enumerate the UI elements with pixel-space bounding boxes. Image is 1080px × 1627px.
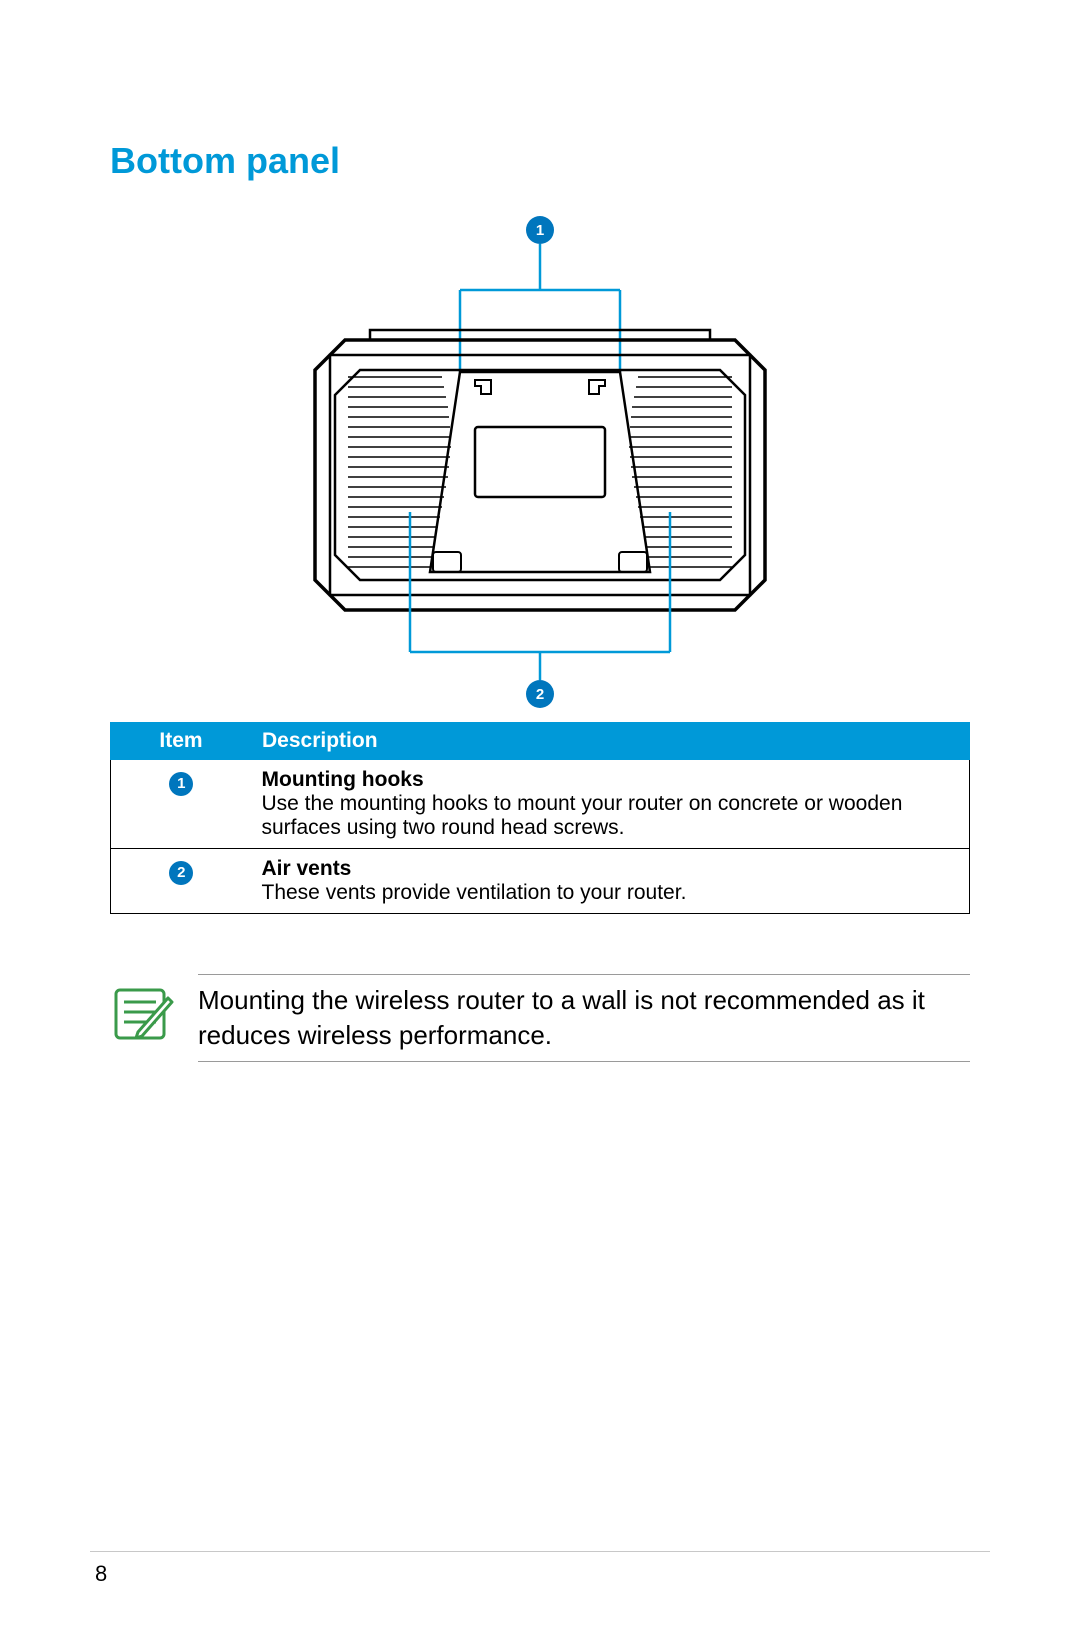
note-text: Mounting the wireless router to a wall i… [198, 974, 970, 1062]
table-row: 2 Air vents These vents provide ventilat… [111, 849, 970, 914]
description-table: Item Description 1 Mounting hooks Use th… [110, 722, 970, 914]
page-title: Bottom panel [110, 140, 970, 182]
row-badge-1: 1 [169, 772, 193, 796]
page-number: 8 [95, 1561, 107, 1587]
note-icon [110, 984, 174, 1048]
row-body-1: Use the mounting hooks to mount your rou… [262, 792, 903, 839]
bottom-panel-diagram: 1 [230, 212, 850, 712]
table-row: 1 Mounting hooks Use the mounting hooks … [111, 760, 970, 849]
note-block: Mounting the wireless router to a wall i… [110, 974, 970, 1062]
row-badge-2: 2 [169, 861, 193, 885]
page: Bottom panel 1 [0, 0, 1080, 1627]
table-header-item: Item [111, 723, 252, 760]
footer-rule [90, 1551, 990, 1552]
diagram-callout-2: 2 [536, 686, 544, 703]
row-body-2: These vents provide ventilation to your … [262, 881, 687, 904]
diagram-callout-1: 1 [536, 222, 544, 239]
row-title-1: Mounting hooks [262, 768, 960, 792]
row-title-2: Air vents [262, 857, 960, 881]
table-header-description: Description [252, 723, 970, 760]
